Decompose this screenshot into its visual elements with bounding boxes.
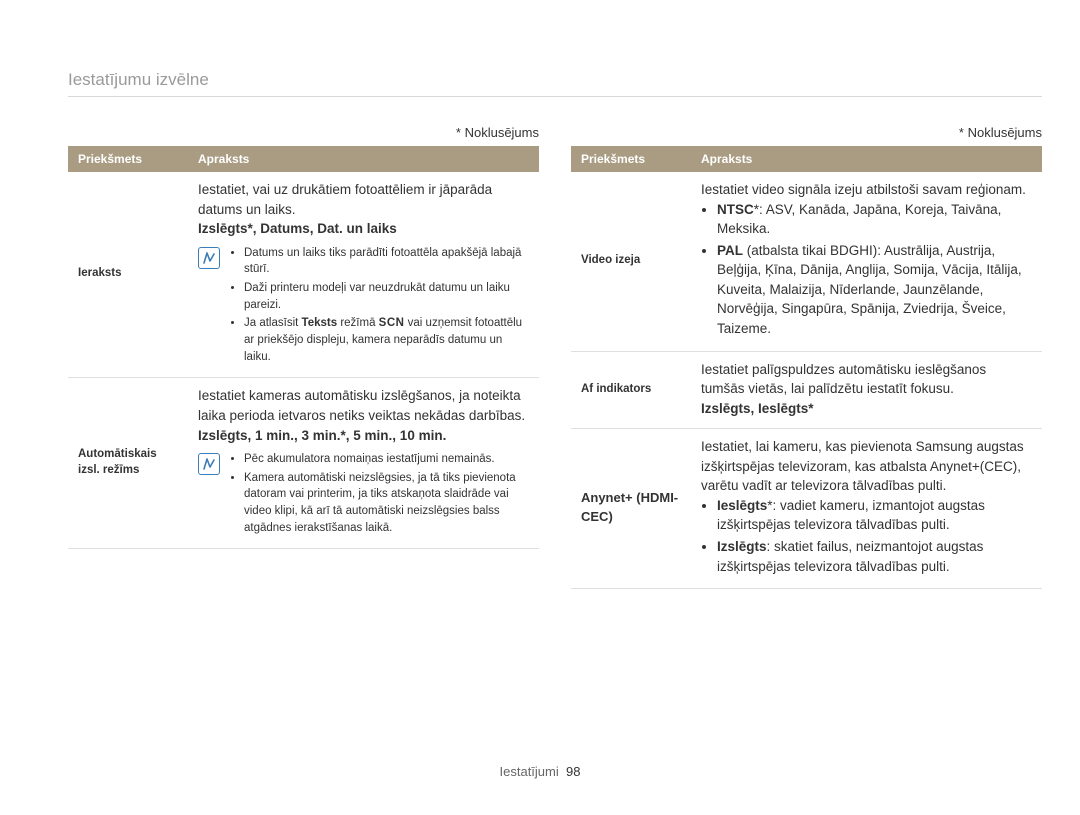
page-title: Iestatījumu izvēlne (68, 70, 1042, 97)
note-icon (198, 247, 220, 269)
note-icon (198, 453, 220, 475)
table-row: Video izeja Iestatiet video signāla izej… (571, 172, 1042, 351)
note-list: Datums un laiks tiks parādīti fotoattēla… (228, 245, 529, 368)
subject-cell: Ieraksts (68, 172, 188, 378)
table-row: Ieraksts Iestatiet, vai uz drukātiem fot… (68, 172, 539, 378)
table-row: Automātiskais izsl. režīms Iestatiet kam… (68, 378, 539, 549)
desc-intro: Iestatiet kameras automātisku izslēgšano… (198, 386, 529, 425)
th-description: Apraksts (188, 146, 539, 172)
left-table: Priekšmets Apraksts Ieraksts Iestatiet, … (68, 146, 539, 549)
desc-cell: Iestatiet kameras automātisku izslēgšano… (188, 378, 539, 549)
note-item: Daži printeru modeļi var neuzdrukāt datu… (244, 280, 529, 313)
content: * Noklusējums Priekšmets Apraksts Ieraks… (68, 125, 1042, 589)
desc-cell: Iestatiet, lai kameru, kas pievienota Sa… (691, 429, 1042, 589)
desc-item: PAL (atbalsta tikai BDGHI): Austrālija, … (717, 241, 1032, 339)
desc-options: Izslēgts, Ieslēgts* (701, 399, 1032, 419)
pager: Iestatījumi 98 (0, 764, 1080, 779)
note-item: Pēc akumulatora nomaiņas iestatījumi nem… (244, 451, 529, 468)
desc-cell: Iestatiet, vai uz drukātiem fotoattēliem… (188, 172, 539, 378)
default-note-right: * Noklusējums (571, 125, 1042, 140)
table-row: Af indikators Iestatiet palīgspuldzes au… (571, 351, 1042, 429)
default-note-left: * Noklusējums (68, 125, 539, 140)
table-row: Anynet+ (HDMI-CEC) Iestatiet, lai kameru… (571, 429, 1042, 589)
desc-item: Ieslēgts*: vadiet kameru, izmantojot aug… (717, 496, 1032, 535)
note-item: Kamera automātiski neizslēgsies, ja tā t… (244, 470, 529, 537)
th-subject: Priekšmets (571, 146, 691, 172)
subject-cell: Af indikators (571, 351, 691, 429)
right-table: Priekšmets Apraksts Video izeja Iestatie… (571, 146, 1042, 589)
desc-options: Izslēgts, 1 min., 3 min.*, 5 min., 10 mi… (198, 426, 529, 446)
note-block: Pēc akumulatora nomaiņas iestatījumi nem… (198, 451, 529, 538)
pager-section: Iestatījumi (500, 764, 559, 779)
subject-cell: Video izeja (571, 172, 691, 351)
subject-cell: Anynet+ (HDMI-CEC) (571, 429, 691, 589)
note-item: Ja atlasīsit Teksts režīmā SCN vai uzņem… (244, 315, 529, 365)
desc-item: NTSC*: ASV, Kanāda, Japāna, Koreja, Taiv… (717, 200, 1032, 239)
pager-number: 98 (566, 764, 580, 779)
desc-intro: Iestatiet palīgspuldzes automātisku iesl… (701, 360, 1032, 399)
desc-list: Ieslēgts*: vadiet kameru, izmantojot aug… (701, 496, 1032, 576)
desc-cell: Iestatiet palīgspuldzes automātisku iesl… (691, 351, 1042, 429)
note-block: Datums un laiks tiks parādīti fotoattēla… (198, 245, 529, 368)
th-description: Apraksts (691, 146, 1042, 172)
note-item: Datums un laiks tiks parādīti fotoattēla… (244, 245, 529, 278)
desc-item: Izslēgts: skatiet failus, neizmantojot a… (717, 537, 1032, 576)
subject-cell: Automātiskais izsl. režīms (68, 378, 188, 549)
desc-intro: Iestatiet, vai uz drukātiem fotoattēliem… (198, 180, 529, 219)
note-list: Pēc akumulatora nomaiņas iestatījumi nem… (228, 451, 529, 538)
desc-cell: Iestatiet video signāla izeju atbilstoši… (691, 172, 1042, 351)
desc-intro: Iestatiet, lai kameru, kas pievienota Sa… (701, 437, 1032, 496)
th-subject: Priekšmets (68, 146, 188, 172)
desc-list: NTSC*: ASV, Kanāda, Japāna, Koreja, Taiv… (701, 200, 1032, 339)
left-column: * Noklusējums Priekšmets Apraksts Ieraks… (68, 125, 539, 589)
desc-options: Izslēgts*, Datums, Dat. un laiks (198, 219, 529, 239)
right-column: * Noklusējums Priekšmets Apraksts Video … (571, 125, 1042, 589)
desc-intro: Iestatiet video signāla izeju atbilstoši… (701, 180, 1032, 200)
